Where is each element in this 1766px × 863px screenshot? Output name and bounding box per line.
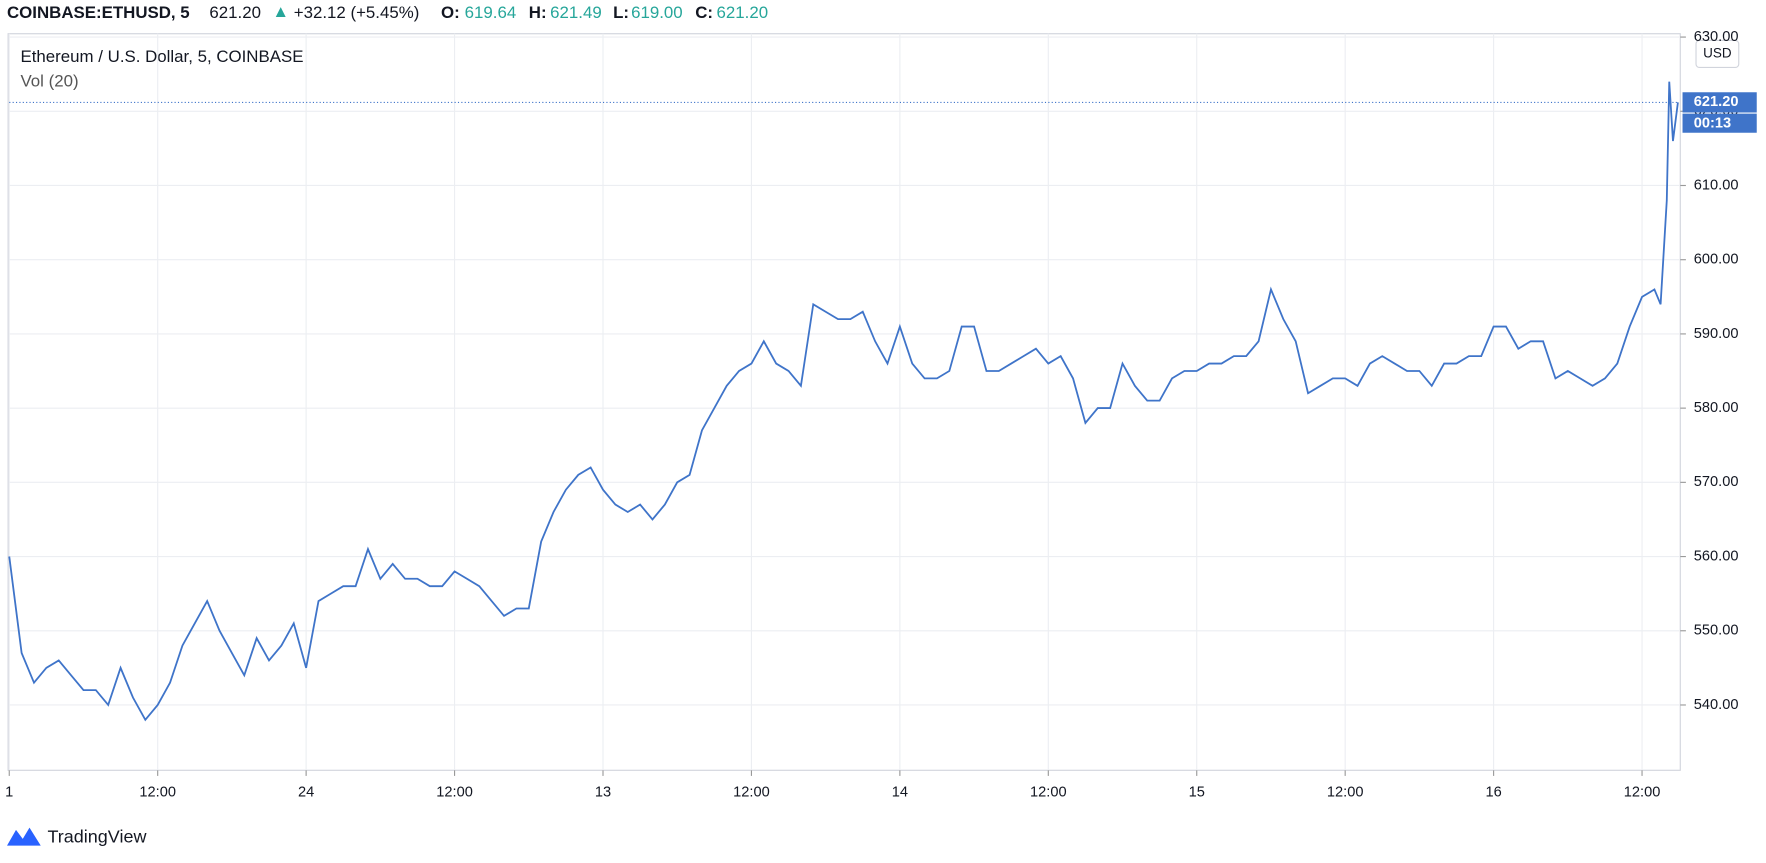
subtitle: Vol (20) <box>21 72 79 91</box>
last-price-tag <box>1682 92 1757 113</box>
countdown: 00:13 <box>1694 116 1731 132</box>
x-tick-label: 16 <box>1485 785 1501 801</box>
y-tick-label: 600.00 <box>1694 252 1739 268</box>
logo: TradingView <box>7 827 147 847</box>
countdown-tag <box>1682 113 1757 133</box>
symbol: COINBASE:ETHUSD, 5 <box>7 3 190 22</box>
close-label: C: <box>695 3 713 22</box>
currency-box <box>1695 39 1740 69</box>
y-tick-label: 560.00 <box>1694 548 1739 564</box>
y-tick-label: 610.00 <box>1694 177 1739 193</box>
header: COINBASE:ETHUSD, 5 621.20 ▲ +32.12 (+5.4… <box>7 2 768 22</box>
arrow: ▲ <box>272 2 289 21</box>
x-tick-label: 13 <box>595 785 611 801</box>
price: 621.20 <box>209 3 261 22</box>
x-tick-label: 14 <box>892 785 908 801</box>
x-tick-label: 12:00 <box>1624 785 1661 801</box>
x-tick-label: 12:00 <box>436 785 473 801</box>
plot-frame <box>7 33 1681 771</box>
last-price-label: 621.20 <box>1694 94 1739 110</box>
y-tick-label: 630.00 <box>1694 29 1739 45</box>
close: 621.20 <box>717 3 769 22</box>
open-label: O: <box>441 3 460 22</box>
price-line <box>8 81 1679 722</box>
open: 619.64 <box>465 3 517 22</box>
x-tick-label: 12:00 <box>1327 785 1364 801</box>
low-label: L: <box>613 3 629 22</box>
legend: Ethereum / U.S. Dollar, 5, COINBASE <box>21 47 304 66</box>
y-tick-label: 540.00 <box>1694 697 1739 713</box>
x-tick-label: 24 <box>298 785 314 801</box>
x-tick-label: 15 <box>1189 785 1205 801</box>
low: 619.00 <box>631 3 683 22</box>
y-tick-label: 550.00 <box>1694 623 1739 639</box>
high: 621.49 <box>550 3 602 22</box>
y-tick-label: 570.00 <box>1694 474 1739 490</box>
brand: TradingView <box>47 827 147 847</box>
x-tick-label: 1 <box>5 785 13 801</box>
x-tick-label: 12:00 <box>1030 785 1067 801</box>
x-tick-label: 12:00 <box>139 785 176 801</box>
y-tick-label: 580.00 <box>1694 400 1739 416</box>
x-tick-label: 12:00 <box>733 785 770 801</box>
change: +32.12 (+5.45%) <box>294 3 420 22</box>
high-label: H: <box>529 3 547 22</box>
currency: USD <box>1703 46 1732 61</box>
y-tick-label: 590.00 <box>1694 326 1739 342</box>
